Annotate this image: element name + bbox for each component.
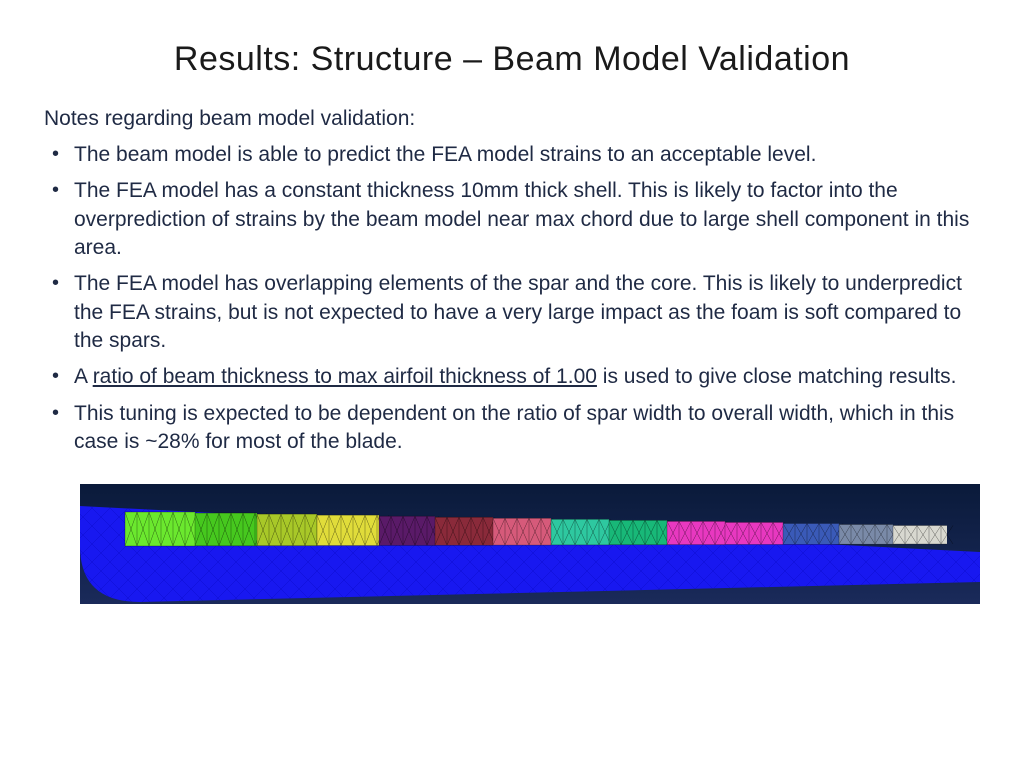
bullet-text: The FEA model has a constant thickness 1… bbox=[74, 179, 969, 259]
bullet-item: The beam model is able to predict the FE… bbox=[48, 141, 984, 169]
bullet-underline: ratio of beam thickness to max airfoil t… bbox=[93, 365, 597, 388]
bullet-text: This tuning is expected to be dependent … bbox=[74, 402, 954, 453]
fea-figure bbox=[80, 484, 980, 604]
bullet-item: This tuning is expected to be dependent … bbox=[48, 400, 984, 457]
slide: Results: Structure – Beam Model Validati… bbox=[0, 0, 1024, 768]
bullet-item: A ratio of beam thickness to max airfoil… bbox=[48, 363, 984, 391]
notes-subtitle: Notes regarding beam model validation: bbox=[44, 107, 984, 131]
slide-title: Results: Structure – Beam Model Validati… bbox=[40, 40, 984, 79]
bullet-text: The beam model is able to predict the FE… bbox=[74, 143, 816, 166]
bullet-text: The FEA model has overlapping elements o… bbox=[74, 272, 962, 352]
bullet-text: A bbox=[74, 365, 93, 388]
bullet-list: The beam model is able to predict the FE… bbox=[48, 141, 984, 456]
fea-svg bbox=[80, 484, 980, 604]
bullet-item: The FEA model has overlapping elements o… bbox=[48, 270, 984, 355]
bullet-text: is used to give close matching results. bbox=[597, 365, 957, 388]
bullet-item: The FEA model has a constant thickness 1… bbox=[48, 177, 984, 262]
